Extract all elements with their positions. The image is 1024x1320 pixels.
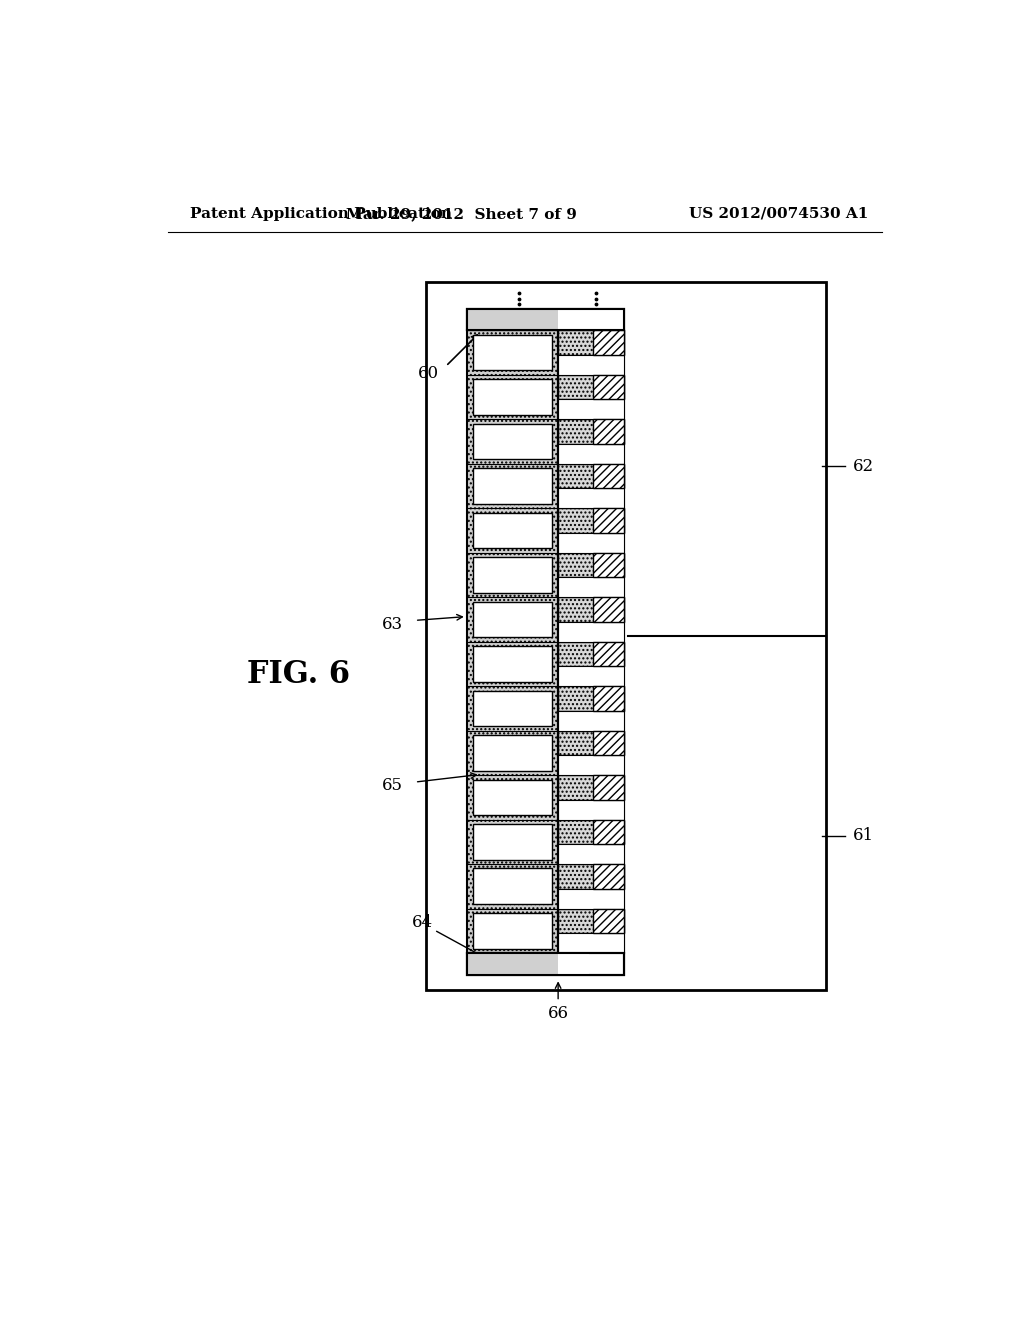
Bar	[558, 800, 624, 820]
Bar	[558, 463, 624, 488]
Bar	[558, 755, 624, 775]
Bar	[593, 820, 624, 843]
Bar	[467, 309, 558, 330]
Bar	[473, 602, 552, 638]
Bar	[558, 642, 624, 667]
Bar	[593, 597, 624, 622]
Bar	[467, 953, 558, 974]
Bar	[467, 953, 624, 974]
Bar	[558, 330, 624, 355]
Text: Patent Application Publication: Patent Application Publication	[190, 207, 452, 220]
Text: 66: 66	[548, 1005, 568, 1022]
Bar	[558, 865, 624, 888]
Bar	[473, 557, 552, 593]
Bar	[473, 735, 552, 771]
Bar	[558, 553, 624, 577]
Bar	[558, 488, 624, 508]
Text: 62: 62	[853, 458, 873, 475]
Bar	[593, 330, 624, 355]
Text: Mar. 29, 2012  Sheet 7 of 9: Mar. 29, 2012 Sheet 7 of 9	[346, 207, 577, 220]
Text: 63: 63	[382, 615, 403, 632]
Bar	[473, 379, 552, 414]
Bar	[473, 424, 552, 459]
Bar	[593, 553, 624, 577]
Bar	[558, 933, 624, 953]
Bar	[558, 420, 624, 444]
Text: 65: 65	[382, 777, 403, 795]
Bar	[467, 309, 624, 330]
Bar	[473, 690, 552, 726]
Bar	[558, 577, 624, 597]
Bar	[589, 309, 624, 330]
Text: 61: 61	[853, 828, 873, 845]
Bar	[473, 469, 552, 504]
Bar	[473, 512, 552, 548]
Bar	[558, 775, 624, 800]
Bar	[558, 399, 624, 420]
Bar	[473, 334, 552, 370]
Bar	[558, 444, 624, 463]
Bar	[593, 775, 624, 800]
Bar	[473, 824, 552, 859]
Bar	[558, 710, 624, 730]
Bar	[467, 953, 624, 974]
Bar	[558, 309, 589, 330]
Bar	[593, 375, 624, 399]
Bar	[558, 888, 624, 908]
Bar	[593, 463, 624, 488]
Bar	[558, 730, 624, 755]
Bar	[426, 281, 825, 990]
Bar	[558, 375, 624, 399]
Bar	[558, 843, 624, 865]
Bar	[593, 420, 624, 444]
Bar	[593, 642, 624, 667]
Bar	[467, 309, 624, 330]
Bar	[473, 645, 552, 681]
Bar	[467, 330, 558, 953]
Bar	[593, 508, 624, 532]
Bar	[593, 730, 624, 755]
Bar	[593, 686, 624, 710]
Text: 60: 60	[418, 366, 439, 383]
Bar	[473, 780, 552, 816]
Bar	[467, 953, 624, 974]
Bar	[558, 667, 624, 686]
Bar	[593, 865, 624, 888]
Bar	[467, 309, 624, 330]
Bar	[558, 597, 624, 622]
Bar	[558, 908, 624, 933]
Bar	[558, 686, 624, 710]
Bar	[558, 820, 624, 843]
Text: FIG. 6: FIG. 6	[247, 659, 350, 690]
Bar	[473, 913, 552, 949]
Bar	[558, 508, 624, 532]
Bar	[558, 532, 624, 553]
Text: US 2012/0074530 A1: US 2012/0074530 A1	[689, 207, 868, 220]
Text: 64: 64	[412, 913, 433, 931]
Bar	[558, 953, 589, 974]
Bar	[558, 330, 624, 953]
Bar	[558, 355, 624, 375]
Bar	[593, 908, 624, 933]
Bar	[558, 622, 624, 642]
Bar	[473, 869, 552, 904]
